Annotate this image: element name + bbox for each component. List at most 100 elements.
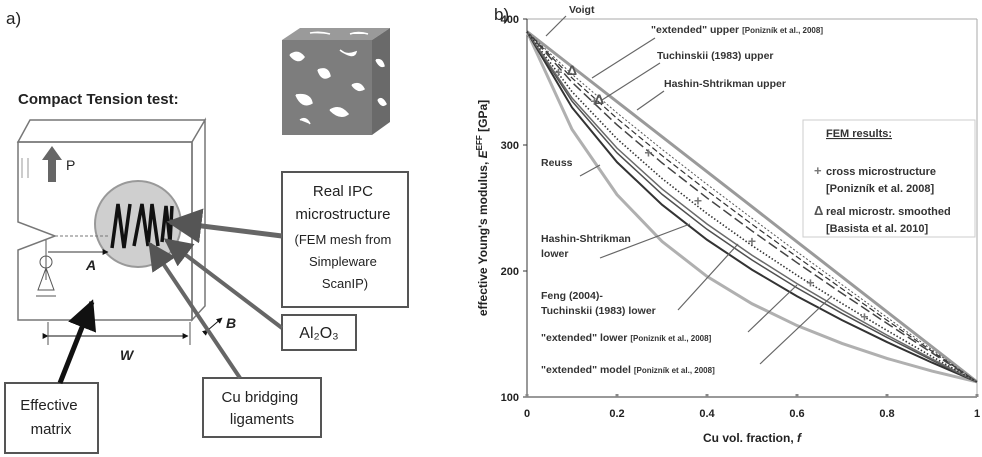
al2o3: Al₂O₃ <box>299 325 338 342</box>
micro-line: microstructure <box>295 206 390 223</box>
x-axis-label-var: f <box>797 431 802 445</box>
annotation-arrow <box>591 37 656 79</box>
annotation-arrow <box>579 164 601 177</box>
x-axis-label: Cu vol. fraction, f <box>703 431 802 445</box>
curve-label-text: Voigt <box>569 4 595 16</box>
curve <box>525 30 978 384</box>
curve-label-text: Feng (2004)- <box>541 290 603 302</box>
cu-line: ligaments <box>230 411 294 428</box>
matrix-line: Effective <box>20 397 77 414</box>
y-tick-label: 200 <box>501 266 519 278</box>
load-arrow <box>42 146 62 182</box>
fem-legend-label: [Ponizník et al. 2008] <box>826 183 935 195</box>
y-axis-label-sup: EFF <box>475 135 484 150</box>
annotation-arrow <box>599 223 691 259</box>
dim-b: B <box>226 315 236 331</box>
curve-label: "extended" upper [Ponizník et al., 2008] <box>651 24 823 36</box>
fem-legend-label: real microstr. smoothed <box>826 206 951 218</box>
curve-label-text: Hashin-Shtrikman upper <box>664 78 786 90</box>
fem-point: + <box>644 145 652 161</box>
fem-point: + <box>748 233 756 249</box>
matrix-arrow <box>57 299 97 384</box>
curve-label-text: "extended" upper <box>651 24 742 36</box>
y-tick-label: 100 <box>501 392 519 404</box>
curve-label-text: "extended" lower <box>541 332 630 344</box>
annotation-arrow <box>747 284 798 333</box>
panel-label: b) <box>494 5 509 24</box>
annotation-arrow <box>636 90 665 111</box>
microstructure-cube <box>282 28 390 135</box>
fem-legend-marker: Δ <box>814 203 823 218</box>
curve-label-text: Tuchinskii (1983) upper <box>657 50 774 62</box>
fem-point: Δ <box>594 91 604 107</box>
curve <box>526 31 978 383</box>
fem-point: Δ <box>567 62 577 78</box>
curve <box>526 31 978 383</box>
ct-title: Compact Tension test: <box>18 91 179 108</box>
x-tick-label: 0.2 <box>609 408 624 420</box>
panel-a: a) Compact Tension test: P A W B Real IP… <box>4 9 409 454</box>
micro-line: Real IPC <box>313 183 373 200</box>
y-tick-label: 400 <box>501 14 519 26</box>
micro-line: (FEM mesh from <box>295 232 392 247</box>
curve-label-text: lower <box>541 248 568 260</box>
micro-box <box>281 171 409 308</box>
curve <box>526 31 978 383</box>
matrix-box-text: Effective matrix <box>20 397 81 438</box>
y-axis-label-unit: [GPa] <box>476 100 490 135</box>
y-axis-label: effective Young's modulus, EEFF [GPa] <box>475 100 490 316</box>
curve-label-text: Reuss <box>541 157 573 169</box>
curve-label: Tuchinskii (1983) lower <box>541 305 656 317</box>
fem-point: + <box>554 64 562 80</box>
curve <box>526 30 978 384</box>
dim-b-line <box>201 317 223 336</box>
support <box>36 240 56 297</box>
annotation-arrow <box>545 15 567 37</box>
fem-point: + <box>694 192 702 208</box>
x-tick-label: 0 <box>524 408 530 420</box>
annotation-arrow <box>759 295 833 365</box>
curve <box>526 31 978 383</box>
cu-arrow <box>148 241 242 380</box>
fem-legend-box <box>802 119 976 238</box>
dim-a: A <box>85 257 96 273</box>
cu-box-text: Cu bridging ligaments <box>222 389 303 428</box>
annotation-arrow <box>677 243 739 311</box>
curve-label-text: Hashin-Shtrikman <box>541 233 631 245</box>
curve <box>526 31 978 383</box>
annotation-arrow <box>601 62 661 101</box>
curve-label-ref: [Ponizník et al., 2008] <box>630 334 711 343</box>
curve-label-ref: [Ponizník et al., 2008] <box>634 366 715 375</box>
curve-label-text: Tuchinskii (1983) lower <box>541 305 656 317</box>
x-axis-label-text: Cu vol. fraction, <box>703 431 797 445</box>
curve-label: Voigt <box>569 4 595 16</box>
cu-box <box>202 377 322 438</box>
curve-label: lower <box>541 248 568 260</box>
y-tick-label: 300 <box>501 140 519 152</box>
specimen-detail <box>21 158 29 178</box>
curve-label-ref: [Ponizník et al., 2008] <box>742 26 823 35</box>
x-tick-label: 0.6 <box>789 408 804 420</box>
al2o3-arrow <box>163 238 284 330</box>
cu-line: Cu bridging <box>222 389 299 406</box>
x-tick-label: 1 <box>974 408 980 420</box>
curve-label: Feng (2004)- <box>541 290 603 302</box>
load-label: P <box>66 157 75 173</box>
panel-label: a) <box>6 9 21 28</box>
curve-label-text: "extended" model <box>541 364 634 376</box>
curve-label: Reuss <box>541 157 573 169</box>
fem-legend-label: [Basista et al. 2010] <box>826 223 928 235</box>
curve-label: Tuchinskii (1983) upper <box>657 50 774 62</box>
dim-w-ext <box>47 322 191 345</box>
panel-b: b) 100 200 300 400 0 0.2 0.4 0.6 0.8 1 Cu vol. frac… <box>475 4 980 445</box>
curve-label: "extended" lower [Ponizník et al., 2008] <box>541 332 712 344</box>
fem-point: + <box>590 93 598 109</box>
al2o3-box <box>281 314 357 351</box>
fem-point: + <box>806 274 814 290</box>
curve-label: Hashin-Shtrikman upper <box>664 78 786 90</box>
fem-legend-marker: + <box>814 163 822 178</box>
micro-line: Simpleware <box>309 254 377 269</box>
matrix-box <box>4 382 99 454</box>
micro-arrow <box>166 208 283 244</box>
